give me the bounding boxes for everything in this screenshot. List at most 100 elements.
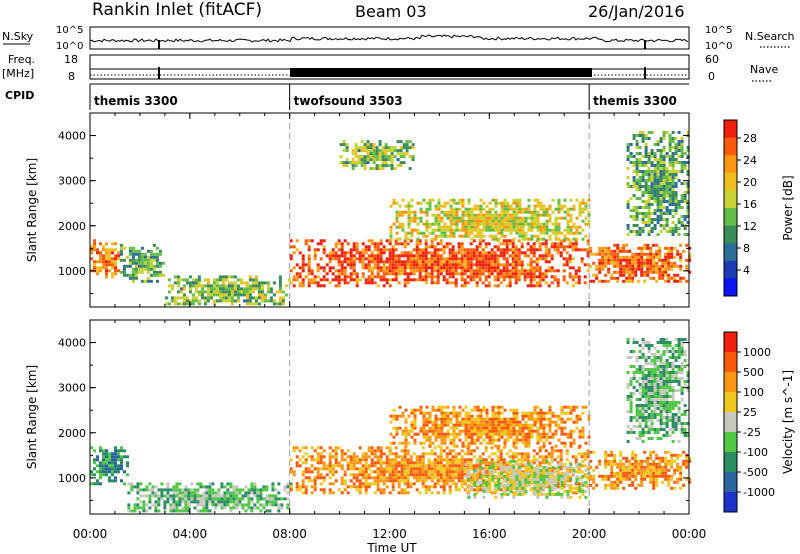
data-cell [289,257,293,261]
data-cell [407,207,411,211]
data-cell [398,237,402,241]
data-cell [574,455,578,459]
data-cell [571,242,575,246]
data-cell [601,252,605,256]
data-cell [680,161,684,164]
data-cell [556,248,560,252]
data-cell [634,255,638,259]
data-cell [520,251,524,255]
data-cell [467,423,471,427]
data-cell [502,248,506,252]
data-cell [388,266,392,270]
data-cell [437,408,441,412]
data-cell [652,264,656,268]
data-cell [578,225,582,229]
data-cell [505,248,509,252]
data-cell [512,465,516,469]
data-cell [133,509,137,513]
data-cell [442,479,446,483]
data-cell [221,275,225,279]
data-cell [472,278,476,282]
data-cell [482,234,486,238]
data-cell [404,441,408,445]
data-cell [539,231,543,235]
data-cell [589,249,593,253]
data-cell [659,218,663,221]
data-cell [194,278,198,282]
data-cell [662,146,666,149]
data-cell [433,266,437,270]
data-cell [628,279,632,283]
data-cell [443,201,447,205]
data-cell [298,488,302,492]
data-cell [130,482,134,486]
data-cell [524,222,528,226]
data-cell [445,263,449,267]
data-cell [412,266,416,270]
data-cell [114,479,117,483]
data-cell [545,477,549,481]
data-cell [451,260,455,264]
data-cell [508,272,512,276]
data-cell [460,248,464,252]
data-cell [413,228,417,232]
data-cell [437,423,441,427]
data-cell [442,251,446,255]
data-cell [500,468,504,472]
data-cell [512,201,516,205]
data-cell [478,242,482,246]
data-cell [436,281,440,285]
data-cell [111,473,114,477]
data-cell [538,272,542,276]
data-cell [155,279,159,283]
data-cell [289,488,293,492]
data-cell [511,266,515,270]
data-cell [442,482,446,486]
data-cell [343,278,347,282]
data-cell [385,461,389,465]
data-cell [271,485,275,489]
data-cell [436,254,440,258]
data-cell [354,155,358,159]
data-cell [340,467,344,471]
data-cell [190,497,194,501]
data-cell [407,231,411,235]
data-cell [172,503,176,507]
data-cell [508,455,512,459]
data-cell [560,231,564,235]
data-cell [439,470,443,474]
data-cell [566,489,570,493]
data-cell [533,489,537,493]
data-cell [632,170,636,173]
data-cell [521,234,525,238]
data-cell [163,506,167,510]
data-cell [232,506,236,510]
data-cell [424,485,428,489]
data-cell [401,198,405,202]
data-cell [503,228,507,232]
data-cell [626,176,630,179]
data-cell [452,444,456,448]
data-cell [478,455,482,459]
data-cell [117,455,120,459]
data-cell [610,273,614,277]
data-cell [364,455,368,459]
data-cell [166,500,170,504]
data-cell [436,251,440,255]
data-cell [99,476,102,480]
data-cell [431,429,435,433]
data-cell [407,414,411,418]
data-cell [337,242,341,246]
data-cell [524,219,528,223]
data-cell [521,474,525,478]
data-cell [211,503,215,507]
data-cell [123,470,126,474]
data-cell [367,476,371,480]
data-cell [99,269,102,273]
data-cell [488,210,492,214]
data-cell [451,251,455,255]
data-cell [245,281,249,285]
data-cell [382,467,386,471]
data-cell [378,155,382,159]
data-cell [539,486,543,490]
